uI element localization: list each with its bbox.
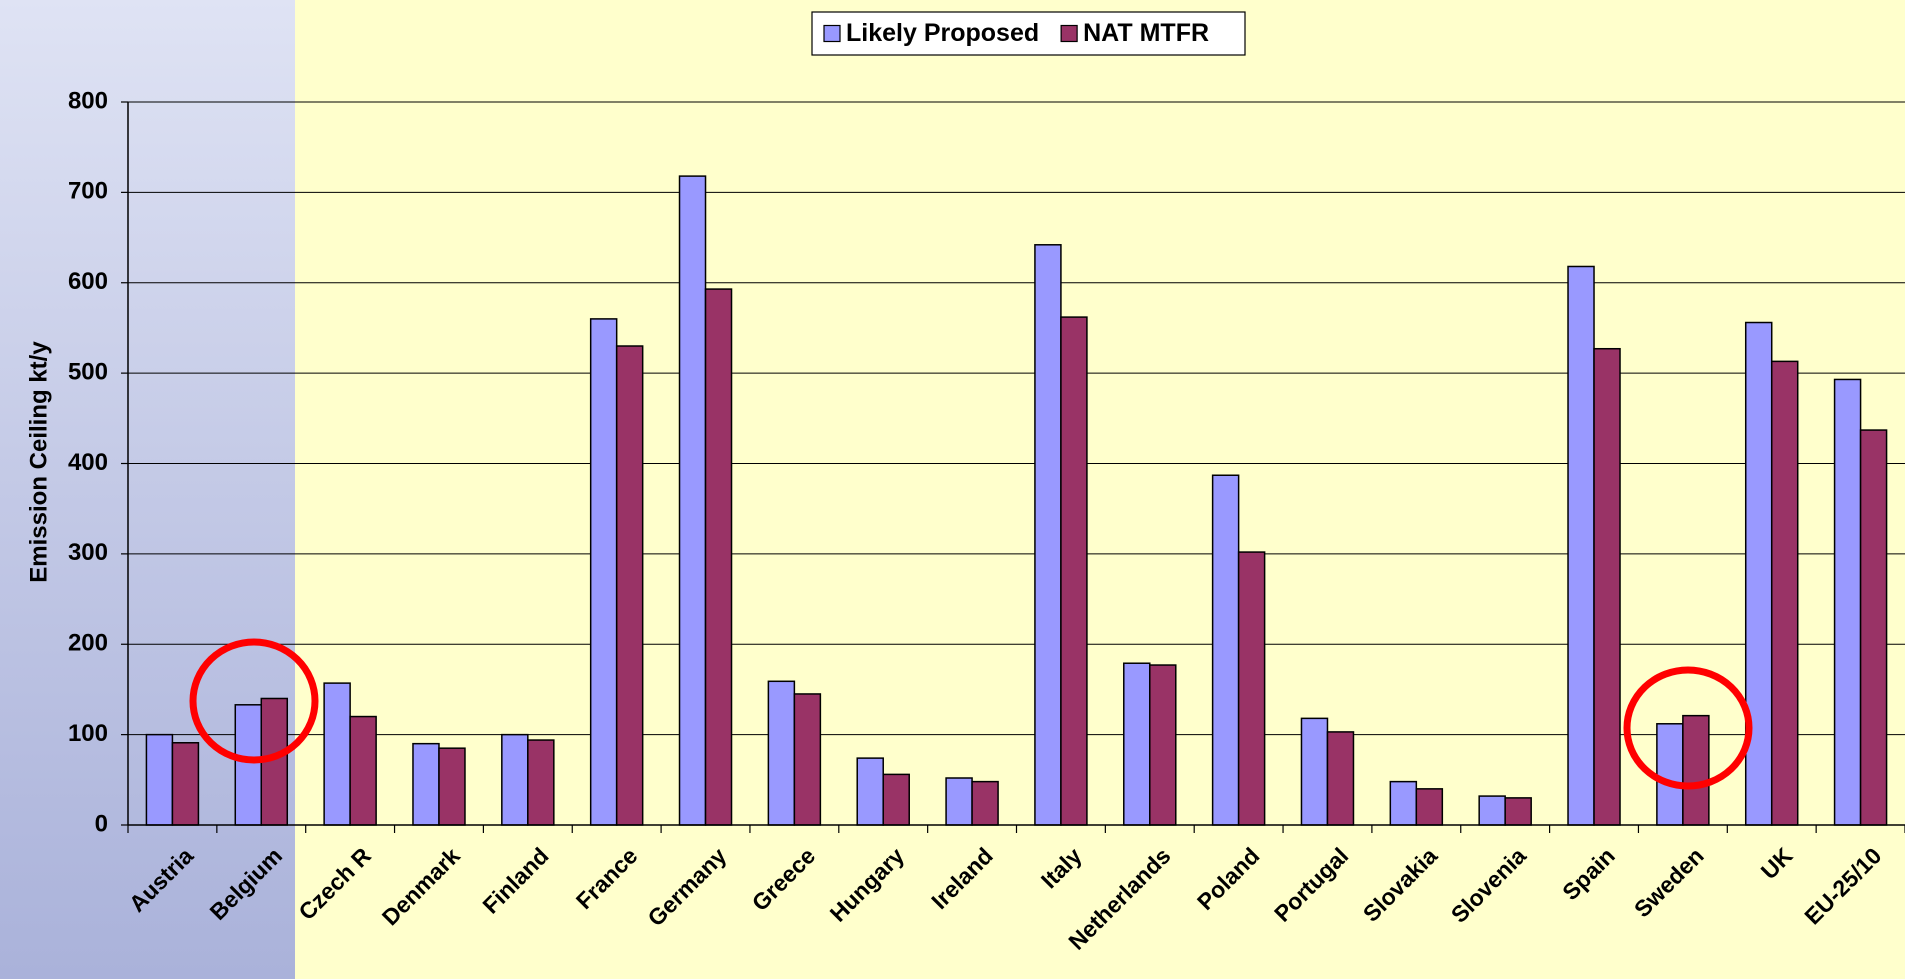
- bar: [883, 774, 909, 825]
- bar: [235, 705, 261, 825]
- y-tick-label: 200: [68, 630, 108, 657]
- bar: [1213, 475, 1239, 825]
- bar: [1035, 245, 1061, 825]
- bar: [350, 717, 376, 825]
- bar: [946, 778, 972, 825]
- bar: [528, 740, 554, 825]
- bar: [768, 681, 794, 825]
- legend-swatch: [824, 26, 840, 42]
- bar: [502, 735, 528, 825]
- bar: [146, 735, 172, 825]
- y-axis-label: Emission Ceiling kt/y: [25, 341, 52, 583]
- bar: [324, 683, 350, 825]
- bar: [1390, 782, 1416, 825]
- y-tick-label: 700: [68, 178, 108, 205]
- y-tick-label: 300: [68, 539, 108, 566]
- bar: [972, 782, 998, 825]
- y-tick-label: 400: [68, 449, 108, 476]
- bar: [1746, 323, 1772, 825]
- y-tick-label: 800: [68, 87, 108, 114]
- legend-label: Likely Proposed: [846, 19, 1039, 47]
- chart: Emission Ceiling kt/y 0 100 200 300 400 500 60…: [0, 0, 1905, 979]
- bar: [617, 346, 643, 825]
- bar: [591, 319, 617, 825]
- y-tick-label: 0: [95, 810, 108, 837]
- bar: [1568, 266, 1594, 825]
- bar: [1861, 430, 1887, 825]
- bar: [1594, 349, 1620, 825]
- y-tick-label: 500: [68, 358, 108, 385]
- bar: [172, 743, 198, 825]
- y-tick-label: 600: [68, 268, 108, 295]
- bar: [413, 744, 439, 825]
- bar: [1479, 796, 1505, 825]
- bar: [1657, 724, 1683, 825]
- bar: [1061, 317, 1087, 825]
- bar: [706, 289, 732, 825]
- bar: [1301, 718, 1327, 825]
- legend-label: NAT MTFR: [1083, 19, 1209, 47]
- y-tick-label: 100: [68, 720, 108, 747]
- bar: [857, 758, 883, 825]
- bar: [1835, 379, 1861, 825]
- bar: [1505, 798, 1531, 825]
- bar: [1327, 732, 1353, 825]
- bar: [1683, 716, 1709, 825]
- bar: [1150, 665, 1176, 825]
- bar: [1772, 361, 1798, 825]
- bar: [794, 694, 820, 825]
- bar: [680, 176, 706, 825]
- bar: [1416, 789, 1442, 825]
- bar: [1239, 552, 1265, 825]
- legend: Likely Proposed NAT MTFR: [812, 12, 1245, 55]
- bar: [1124, 663, 1150, 825]
- legend-swatch: [1061, 26, 1077, 42]
- bar: [439, 748, 465, 825]
